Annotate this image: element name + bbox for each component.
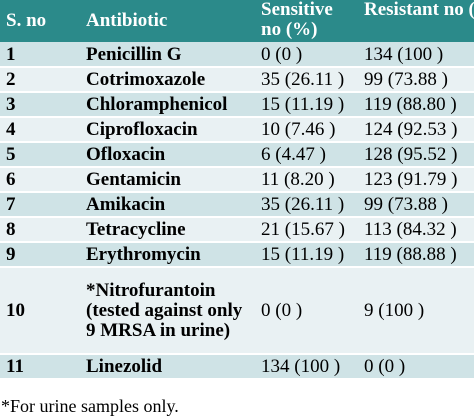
cell-antibiotic: Gentamicin (80, 167, 255, 193)
cell-resistant: 134 (100 ) (358, 42, 474, 68)
cell-sensitive: 0 (0 ) (255, 267, 358, 355)
cell-resistant: 0 (0 ) (358, 354, 474, 380)
header-sno: S. no (6, 10, 47, 31)
cell-resistant: 124 (92.53 ) (358, 117, 474, 143)
table-row: 4 Ciprofloxacin 10 (7.46 ) 124 (92.53 ) (0, 117, 474, 143)
cell-antibiotic: Cotrimoxazole (80, 67, 255, 93)
cell-sno: 8 (0, 217, 80, 243)
cell-antibiotic: Erythromycin (80, 242, 255, 268)
cell-sno: 11 (0, 354, 80, 380)
table-row: 8 Tetracycline 21 (15.67 ) 113 (84.32 ) (0, 217, 474, 243)
cell-sno: 10 (0, 267, 80, 355)
cell-sensitive: 134 (100 ) (255, 354, 358, 380)
cell-antibiotic: *Nitrofurantoin (tested against only 9 M… (80, 267, 255, 355)
cell-antibiotic: Tetracycline (80, 217, 255, 243)
cell-sno: 4 (0, 117, 80, 143)
cell-sno: 9 (0, 242, 80, 268)
cell-sensitive: 10 (7.46 ) (255, 117, 358, 143)
header-row: S. no Antibiotic Sensitive no (%) Resist… (0, 0, 474, 42)
cell-sensitive: 21 (15.67 ) (255, 217, 358, 243)
cell-sensitive: 0 (0 ) (255, 42, 358, 68)
cell-sno: 5 (0, 142, 80, 168)
cell-sensitive: 15 (11.19 ) (255, 92, 358, 118)
table-row: 6 Gentamicin 11 (8.20 ) 123 (91.79 ) (0, 167, 474, 193)
cell-resistant: 9 (100 ) (358, 267, 474, 355)
table-row: 11 Linezolid 134 (100 ) 0 (0 ) (0, 354, 474, 380)
table-row: 7 Amikacin 35 (26.11 ) 99 (73.88 ) (0, 192, 474, 218)
cell-sensitive: 15 (11.19 ) (255, 242, 358, 268)
cell-antibiotic: Ofloxacin (80, 142, 255, 168)
cell-resistant: 128 (95.52 ) (358, 142, 474, 168)
cell-sno: 6 (0, 167, 80, 193)
cell-resistant: 123 (91.79 ) (358, 167, 474, 193)
cell-sno: 7 (0, 192, 80, 218)
cell-sno: 1 (0, 42, 80, 68)
table-row: 5 Ofloxacin 6 (4.47 ) 128 (95.52 ) (0, 142, 474, 168)
cell-sensitive: 35 (26.11 ) (255, 192, 358, 218)
cell-sensitive: 11 (8.20 ) (255, 167, 358, 193)
table-footnote: *For urine samples only. (1, 396, 179, 416)
cell-sensitive: 6 (4.47 ) (255, 142, 358, 168)
cell-resistant: 113 (84.32 ) (358, 217, 474, 243)
cell-sensitive: 35 (26.11 ) (255, 67, 358, 93)
cell-sno: 3 (0, 92, 80, 118)
cell-antibiotic: Linezolid (80, 354, 255, 380)
cell-antibiotic: Amikacin (80, 192, 255, 218)
cell-resistant: 99 (73.88 ) (358, 192, 474, 218)
cell-antibiotic: Penicillin G (80, 42, 255, 68)
table-row: 3 Chloramphenicol 15 (11.19 ) 119 (88.80… (0, 92, 474, 118)
header-resistant: Resistant no (%) (364, 0, 474, 20)
header-antibiotic: Antibiotic (86, 10, 168, 31)
cell-resistant: 119 (88.88 ) (358, 242, 474, 268)
cell-resistant: 119 (88.80 ) (358, 92, 474, 118)
table-row: 9 Erythromycin 15 (11.19 ) 119 (88.88 ) (0, 242, 474, 268)
header-sensitive: Sensitive no (%) (261, 0, 333, 40)
cell-antibiotic: Chloramphenicol (80, 92, 255, 118)
cell-sno: 2 (0, 67, 80, 93)
cell-antibiotic: Ciprofloxacin (80, 117, 255, 143)
table-row: 10 *Nitrofurantoin (tested against only … (0, 267, 474, 355)
table-row: 1 Penicillin G 0 (0 ) 134 (100 ) (0, 42, 474, 68)
cell-resistant: 99 (73.88 ) (358, 67, 474, 93)
antibiotic-table: S. no Antibiotic Sensitive no (%) Resist… (0, 0, 474, 380)
table-row: 2 Cotrimoxazole 35 (26.11 ) 99 (73.88 ) (0, 67, 474, 93)
